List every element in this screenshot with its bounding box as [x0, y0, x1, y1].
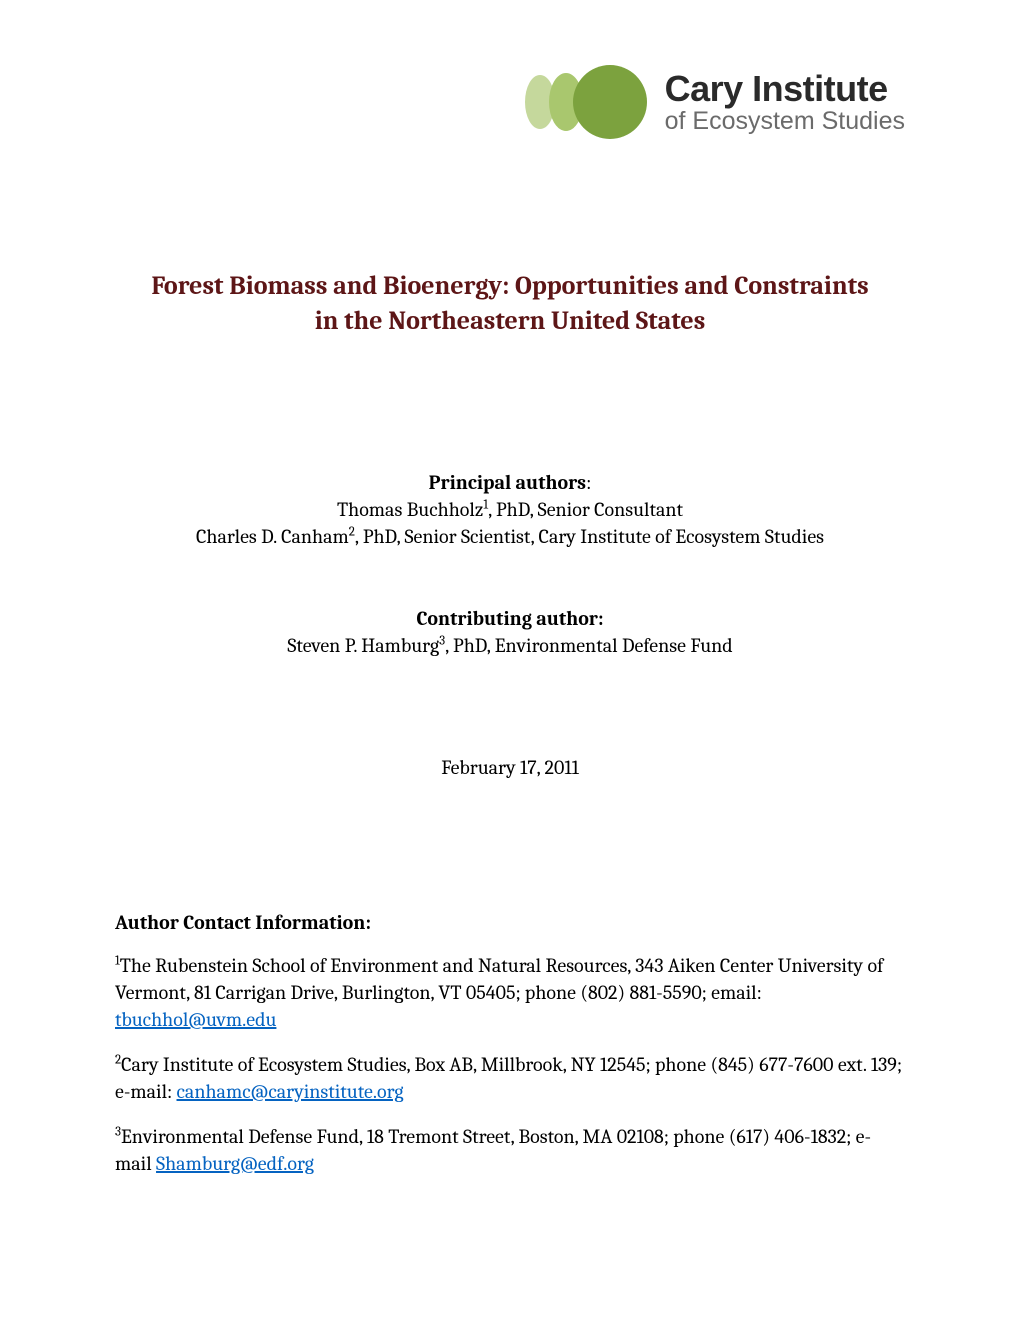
logo-circles-icon: [525, 65, 647, 139]
logo-sub-text: of Ecosystem Studies: [665, 109, 905, 134]
logo-circle-3: [573, 65, 647, 139]
contact-entry-1: 1The Rubenstein School of Environment an…: [115, 952, 905, 1033]
principal-author-2-name: Charles D. Canham: [196, 525, 349, 548]
document-title: Forest Biomass and Bioenergy: Opportunit…: [115, 269, 905, 339]
date-text: February 17, 2011: [441, 756, 579, 779]
contact-heading: Author Contact Information:: [115, 911, 905, 934]
contact-2-email-link[interactable]: canhamc@caryinstitute.org: [177, 1080, 404, 1103]
logo-text: Cary Institute of Ecosystem Studies: [665, 71, 905, 134]
contributing-author-name: Steven P. Hamburg: [287, 634, 439, 657]
principal-authors-section: Principal authors: Thomas Buchholz1, PhD…: [115, 469, 905, 550]
principal-author-1-name: Thomas Buchholz: [337, 498, 483, 521]
principal-heading-colon: :: [586, 471, 591, 494]
contact-3-email-link[interactable]: Shamburg@edf.org: [156, 1152, 314, 1175]
principal-heading: Principal authors: [429, 471, 586, 494]
document-page: Cary Institute of Ecosystem Studies Fore…: [0, 0, 1020, 1295]
contributing-author-section: Contributing author: Steven P. Hamburg3,…: [115, 605, 905, 659]
contributing-heading: Contributing author:: [417, 607, 604, 630]
contact-1-email-link[interactable]: tbuchhol@uvm.edu: [115, 1008, 276, 1031]
title-line-1: Forest Biomass and Bioenergy: Opportunit…: [151, 271, 868, 301]
contact-entry-3: 3Environmental Defense Fund, 18 Tremont …: [115, 1123, 905, 1177]
logo-header: Cary Institute of Ecosystem Studies: [115, 65, 905, 139]
contact-1-text: The Rubenstein School of Environment and…: [115, 954, 883, 1004]
title-line-2: in the Northeastern United States: [315, 306, 706, 336]
document-date: February 17, 2011: [115, 754, 905, 781]
contact-entry-2: 2Cary Institute of Ecosystem Studies, Bo…: [115, 1051, 905, 1105]
contributing-author-rest: , PhD, Environmental Defense Fund: [445, 634, 733, 657]
logo-main-text: Cary Institute: [665, 71, 905, 107]
principal-author-1-rest: , PhD, Senior Consultant: [488, 498, 683, 521]
principal-author-2-rest: , PhD, Senior Scientist, Cary Institute …: [355, 525, 824, 548]
